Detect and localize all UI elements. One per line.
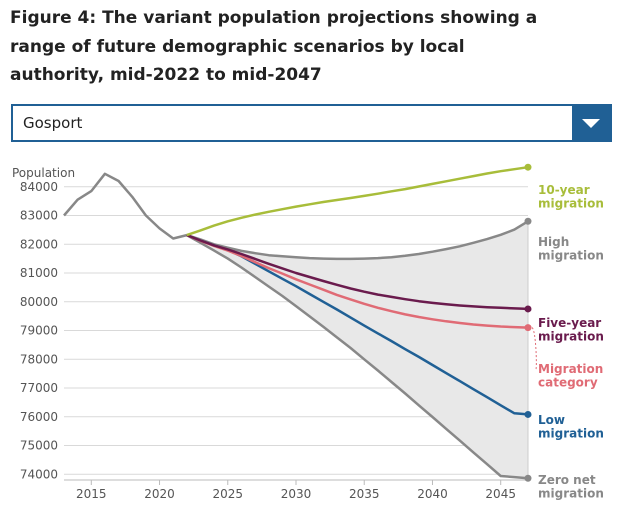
line-chart: Population 74000 75000 76000 77000 78000 79000… <box>12 163 604 501</box>
projection-range-band <box>186 221 529 479</box>
10-year-migration-line <box>186 165 529 237</box>
five-year-migration-label: Five-year migration <box>538 316 604 344</box>
migration-category-line <box>186 233 529 329</box>
high-migration-label-line: migration <box>538 249 604 263</box>
migration-category-label: Migration category <box>538 362 603 390</box>
migration-category-label-line: category <box>538 376 598 390</box>
low-migration-label-line: Low <box>538 413 565 427</box>
y-axis-label: Population <box>12 166 75 180</box>
y-tick-label: 78000 <box>20 352 58 366</box>
migration-category-label-line: Migration <box>538 362 603 376</box>
low-migration-label: Low migration <box>538 413 604 441</box>
high-migration-label: High migration <box>538 235 604 263</box>
y-tick-label: 75000 <box>20 439 58 453</box>
high-migration-line <box>186 220 529 261</box>
x-tick-label: 2025 <box>212 487 243 501</box>
x-tick-label: 2015 <box>76 487 107 501</box>
y-tick-label: 83000 <box>20 209 58 223</box>
high-migration-label-line: High <box>538 235 569 249</box>
five-year-migration-line <box>186 233 529 311</box>
x-tick-label: 2030 <box>281 487 312 501</box>
zero-net-migration-end-point <box>524 474 532 482</box>
y-tick-label: 77000 <box>20 381 58 395</box>
zero-net-migration-line <box>186 234 529 480</box>
chevron-down-icon <box>582 119 600 128</box>
10-year-migration-label-line: 10-year <box>538 183 590 197</box>
migration-category-end-point <box>524 324 532 332</box>
five-year-migration-end-point <box>524 305 532 313</box>
x-tick-label: 2045 <box>485 487 516 501</box>
x-tick-label: 2035 <box>349 487 380 501</box>
zero-net-migration-label-line: Zero net <box>538 473 596 487</box>
high-migration-end-point <box>524 217 532 225</box>
five-year-migration-label-line: migration <box>538 330 604 344</box>
five-year-migration-label-line: Five-year <box>538 316 601 330</box>
y-tick-label: 82000 <box>20 237 58 251</box>
x-tick-label: 2020 <box>144 487 175 501</box>
y-tick-label: 74000 <box>20 467 58 481</box>
low-migration-label-line: migration <box>538 427 604 441</box>
chart-title: Figure 4: The variant population project… <box>10 8 538 85</box>
migration-category-leader <box>531 327 537 370</box>
historical-line <box>63 172 188 240</box>
y-tick-label: 81000 <box>20 266 58 280</box>
local-authority-select[interactable]: Gosport <box>11 104 612 142</box>
local-authority-selected-value: Gosport <box>23 114 83 132</box>
zero-net-migration-label-line: migration <box>538 487 604 501</box>
y-tick-label: 76000 <box>20 410 58 424</box>
10-year-migration-label-line: migration <box>538 197 604 211</box>
10-year-migration-end-point <box>524 163 532 171</box>
low-migration-end-point <box>524 410 532 418</box>
zero-net-migration-label: Zero net migration <box>538 473 604 501</box>
y-tick-label: 80000 <box>20 295 58 309</box>
y-tick-label: 84000 <box>20 180 58 194</box>
10-year-migration-label: 10-year migration <box>538 183 604 211</box>
dropdown-toggle-button[interactable] <box>572 106 610 140</box>
y-tick-label: 79000 <box>20 324 58 338</box>
x-tick-label: 2040 <box>417 487 448 501</box>
